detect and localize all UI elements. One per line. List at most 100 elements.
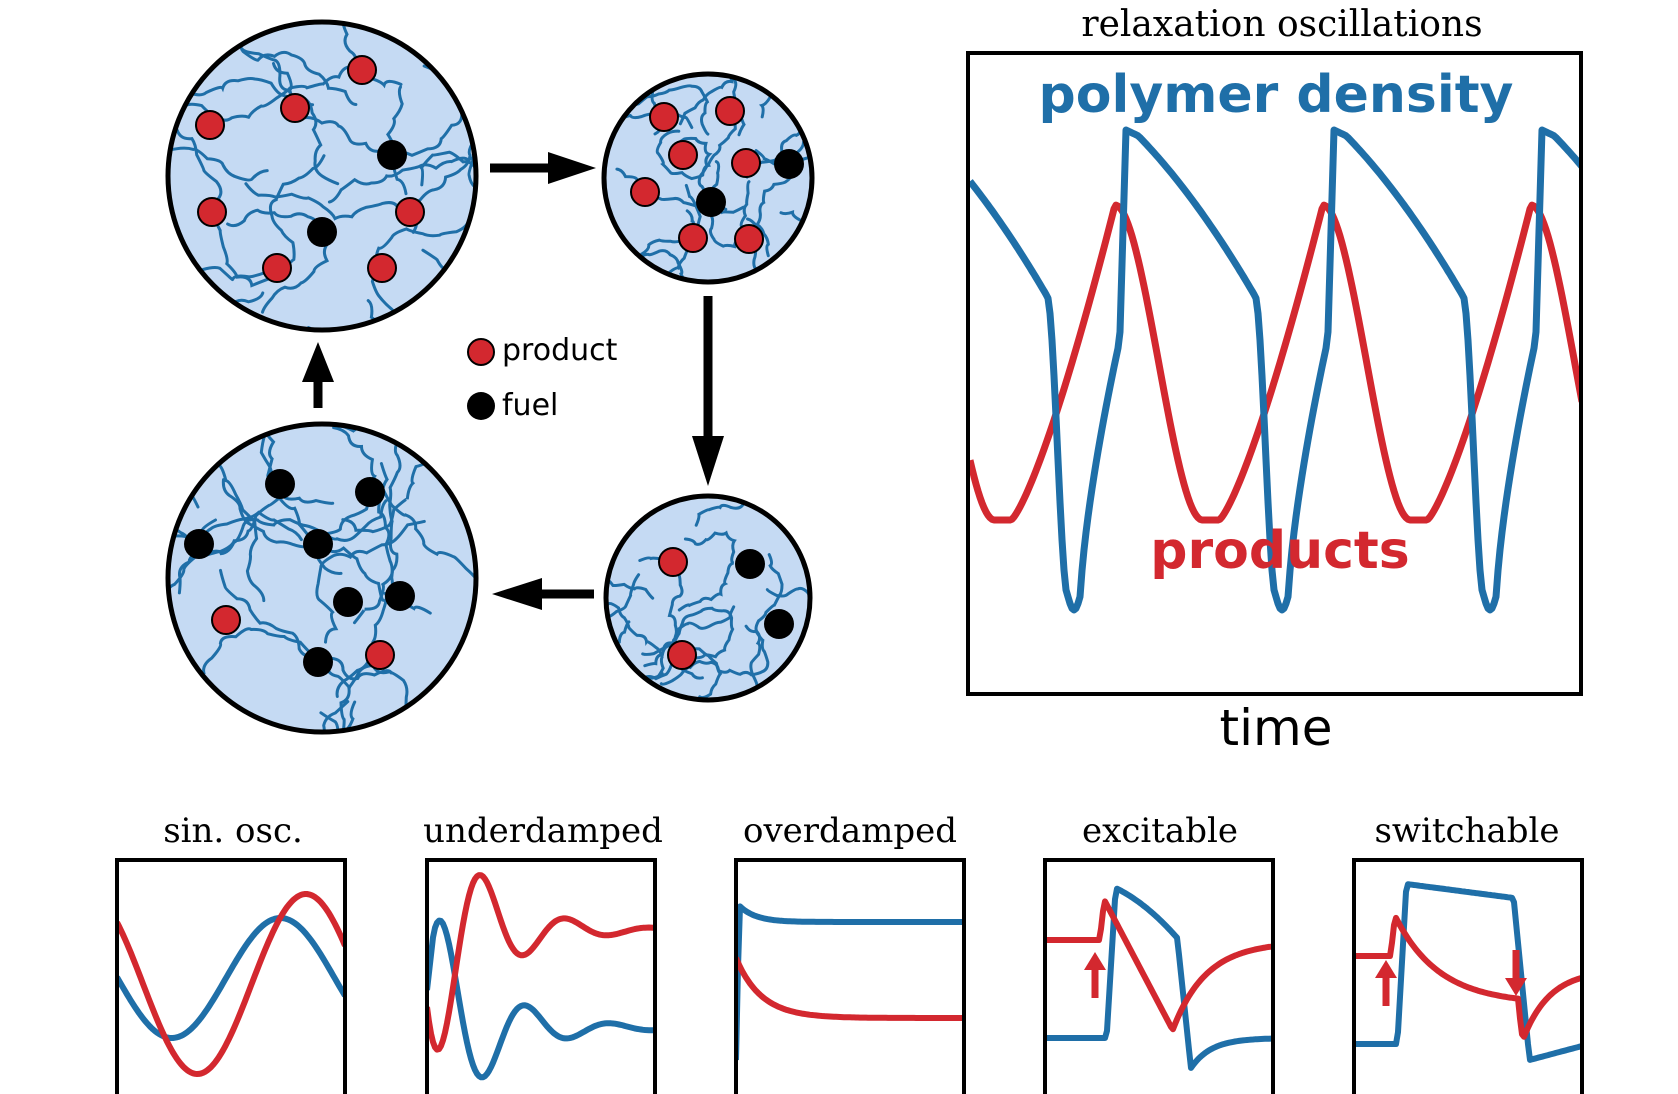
polymer-strand: [608, 573, 641, 698]
polymer-strand: [437, 294, 474, 328]
products-label: products: [1150, 521, 1409, 581]
fuel-legend-marker: [467, 392, 495, 420]
polymer-strand: [170, 426, 171, 471]
fuel-particle: [355, 477, 385, 507]
panel-frame: [425, 858, 657, 1094]
gel-particle: [601, 71, 815, 285]
gel-outline: [601, 71, 815, 285]
polymer-strand: [629, 249, 719, 280]
stimulus-arrow-shaft: [1382, 976, 1390, 1006]
fuel-particle: [184, 529, 214, 559]
fuel-particle: [764, 609, 794, 639]
product-particle: [195, 110, 225, 140]
stimulus-arrow-shaft: [1091, 968, 1099, 998]
polymer-strand: [170, 71, 315, 118]
dynamics-panels: sin. osc. underdamped overdamped excitable s…: [115, 811, 1584, 1094]
polymer-strand: [608, 601, 665, 680]
fuel-particle: [385, 581, 415, 611]
products-curve: [117, 891, 345, 1077]
particle-legend: product fuel: [467, 333, 618, 423]
polymer-strand: [327, 154, 474, 235]
gel-outline: [165, 19, 479, 333]
panel-title: switchable: [1374, 811, 1559, 851]
polymer-strand: [665, 76, 737, 126]
main-plot-xlabel: time: [1220, 699, 1333, 757]
product-particle: [715, 96, 745, 126]
dynamics-panel: switchable: [1352, 811, 1584, 1094]
polymer-strand: [244, 182, 415, 221]
polymer-strand: [170, 480, 335, 558]
dynamics-panel: excitable: [1043, 811, 1275, 1094]
panel-title: excitable: [1082, 811, 1238, 851]
product-particle: [678, 223, 708, 253]
gel-body: [168, 424, 476, 732]
gel-particles: [165, 19, 815, 735]
arrow-left: [492, 578, 594, 610]
product-particle: [367, 253, 397, 283]
polymer-density-curve: [1045, 885, 1273, 1071]
polymer-strand: [792, 498, 808, 545]
dynamics-panel: overdamped: [734, 811, 966, 1094]
arrow-down: [692, 296, 724, 486]
polymer-strand: [367, 480, 474, 599]
fuel-particle: [377, 140, 407, 170]
product-particle: [347, 55, 377, 85]
polymer-density-curve: [736, 903, 964, 1061]
product-particle: [262, 253, 292, 283]
polymer-density-curve: [117, 915, 345, 1041]
arrow-up: [302, 342, 334, 408]
stimulus-down-arrow: [1505, 978, 1527, 996]
polymer-strand: [655, 109, 737, 181]
gel-particle: [165, 421, 479, 735]
fuel-legend-label: fuel: [502, 388, 558, 423]
fuel-particle: [696, 187, 726, 217]
product-particle: [734, 224, 764, 254]
gel-particle: [603, 493, 813, 703]
polymer-strand: [366, 299, 427, 328]
product-particle: [668, 140, 698, 170]
relaxation-oscillations-plot: relaxation oscillations polymer density …: [966, 4, 1583, 757]
panel-title: sin. osc.: [163, 811, 303, 851]
product-particle: [630, 177, 660, 207]
stimulus-arrow-shaft: [1512, 950, 1520, 980]
products-curve: [1354, 914, 1582, 1040]
product-particle: [658, 547, 688, 577]
product-particle: [197, 197, 227, 227]
product-particle: [280, 93, 310, 123]
panel-frame: [115, 858, 347, 1094]
dynamics-panel: sin. osc.: [115, 811, 347, 1094]
polymer-strand: [779, 209, 810, 278]
polymer-strand: [419, 150, 474, 248]
stimulus-up-arrow: [1084, 952, 1106, 970]
fuel-particle: [265, 469, 295, 499]
fuel-particle: [307, 217, 337, 247]
stimulus-up-arrow: [1375, 960, 1397, 978]
product-legend-label: product: [502, 333, 618, 368]
panel-frame: [1352, 858, 1584, 1094]
products-curve: [1045, 898, 1273, 1033]
gel-outline: [165, 421, 479, 735]
polymer-strand: [188, 154, 326, 282]
main-plot-frame: [966, 51, 1583, 696]
polymer-strand: [170, 49, 269, 182]
polymer-strand: [315, 519, 426, 644]
polymer-strand: [313, 664, 409, 730]
polymer-density-curve: [427, 917, 655, 1081]
cycle-arrows: [302, 152, 724, 610]
fuel-particle: [774, 149, 804, 179]
polymer-strand: [765, 586, 808, 667]
gel-outline: [603, 493, 813, 703]
fuel-particle: [303, 647, 333, 677]
polymer-strand: [677, 530, 737, 612]
product-particle: [649, 102, 679, 132]
polymer-strand: [740, 498, 771, 514]
dynamics-panel: underdamped: [423, 811, 663, 1094]
fuel-particle: [735, 549, 765, 579]
panel-title: overdamped: [743, 811, 957, 851]
product-particle: [365, 640, 395, 670]
polymer-density-curve: [970, 126, 1582, 614]
arrow-right: [490, 152, 596, 184]
products-curve: [736, 956, 964, 1021]
product-legend-marker: [467, 338, 495, 366]
